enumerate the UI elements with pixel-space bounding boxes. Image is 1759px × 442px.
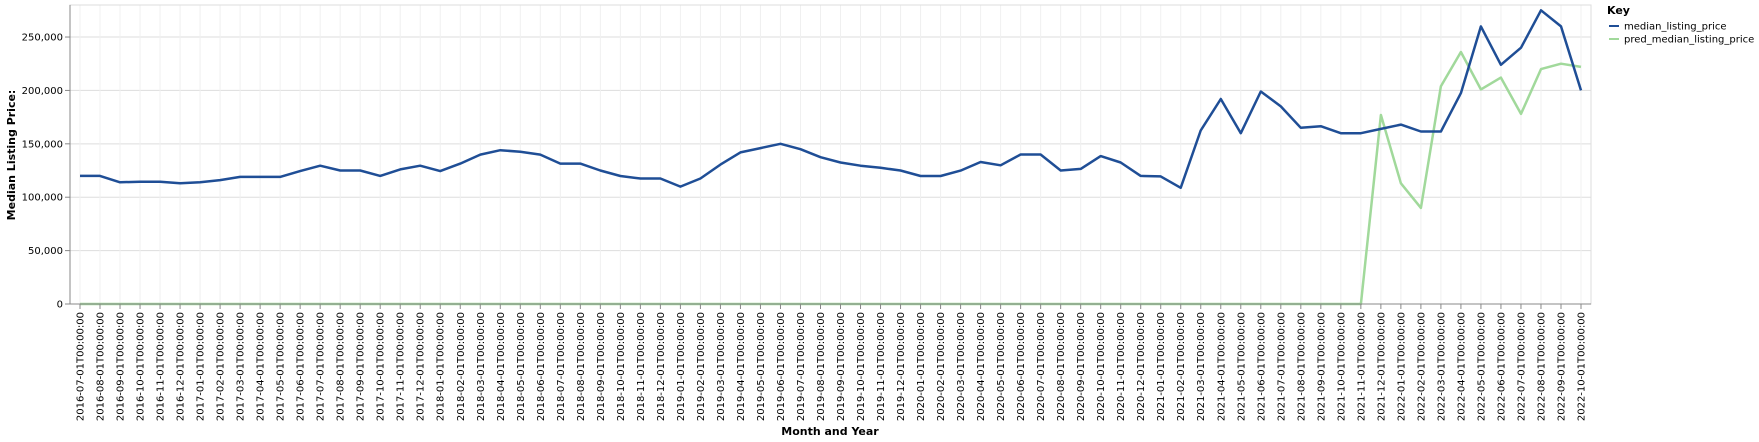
x-tick-label: 2019-09-01T00:00:00: [836, 312, 847, 421]
x-tick-label: 2016-12-01T00:00:00: [176, 312, 187, 421]
x-tick-label: 2019-12-01T00:00:00: [896, 312, 907, 421]
x-tick-label: 2020-05-01T00:00:00: [996, 312, 1007, 421]
x-tick-label: 2018-07-01T00:00:00: [556, 312, 567, 421]
x-tick-label: 2022-02-01T00:00:00: [1416, 312, 1427, 421]
x-tick-label: 2021-06-01T00:00:00: [1256, 312, 1267, 421]
x-tick-label: 2021-12-01T00:00:00: [1376, 312, 1387, 421]
x-tick-label: 2018-01-01T00:00:00: [436, 312, 447, 421]
x-tick-label: 2019-06-01T00:00:00: [776, 312, 787, 421]
grid-lines: [70, 5, 1591, 305]
series-lines: [80, 9, 1583, 306]
x-tick-label: 2017-03-01T00:00:00: [236, 312, 247, 421]
y-axis-title: Median Listing Price:: [5, 90, 18, 221]
x-tick-label: 2017-07-01T00:00:00: [316, 312, 327, 421]
x-tick-label: 2019-03-01T00:00:00: [716, 312, 727, 421]
x-tick-label: 2018-03-01T00:00:00: [476, 312, 487, 421]
x-tick-label: 2020-04-01T00:00:00: [976, 312, 987, 421]
x-tick-label: 2022-08-01T00:00:00: [1536, 312, 1547, 421]
x-tick-label: 2021-08-01T00:00:00: [1296, 312, 1307, 421]
x-tick-label: 2020-08-01T00:00:00: [1056, 312, 1067, 421]
y-axis-ticks: 0 50,000 100,000 150,000 200,000 250,000: [22, 33, 70, 311]
x-tick-label: 2021-01-01T00:00:00: [1156, 312, 1167, 421]
legend-title: Key: [1607, 4, 1630, 17]
x-tick-label: 2019-07-01T00:00:00: [796, 312, 807, 421]
x-tick-label: 2020-02-01T00:00:00: [936, 312, 947, 421]
axes: [69, 5, 1591, 305]
plot-frame: [69, 4, 1592, 305]
x-tick-label: 2018-11-01T00:00:00: [636, 312, 647, 421]
x-tick-label: 2017-01-01T00:00:00: [196, 312, 207, 421]
x-tick-label: 2021-11-01T00:00:00: [1356, 312, 1367, 421]
x-tick-label: 2020-01-01T00:00:00: [916, 312, 927, 421]
x-axis-ticks: 2016-07-01T00:00:00 2016-08-01T00:00:00 20…: [76, 304, 1588, 421]
x-tick-label: 2017-10-01T00:00:00: [376, 312, 387, 421]
y-tick-label: 0: [57, 300, 63, 311]
x-tick-label: 2017-12-01T00:00:00: [416, 312, 427, 421]
x-tick-label: 2021-05-01T00:00:00: [1236, 312, 1247, 421]
x-tick-label: 2016-09-01T00:00:00: [116, 312, 127, 421]
x-tick-label: 2016-11-01T00:00:00: [156, 312, 167, 421]
y-tick-label: 50,000: [28, 246, 63, 257]
x-tick-label: 2017-11-01T00:00:00: [396, 312, 407, 421]
y-tick-label: 150,000: [22, 139, 63, 150]
x-tick-label: 2021-10-01T00:00:00: [1336, 312, 1347, 421]
x-tick-label: 2019-10-01T00:00:00: [856, 312, 867, 421]
series-line-median-listing-price: [80, 9, 1583, 190]
x-tick-label: 2019-08-01T00:00:00: [816, 312, 827, 421]
series-line-pred-median-listing-price: [80, 50, 1582, 306]
x-tick-label: 2020-07-01T00:00:00: [1036, 312, 1047, 421]
x-tick-label: 2022-06-01T00:00:00: [1496, 312, 1507, 421]
x-tick-label: 2020-11-01T00:00:00: [1116, 312, 1127, 421]
x-tick-label: 2021-07-01T00:00:00: [1276, 312, 1287, 421]
x-axis-title: Month and Year: [781, 425, 879, 438]
x-tick-label: 2021-04-01T00:00:00: [1216, 312, 1227, 421]
x-tick-label: 2017-05-01T00:00:00: [276, 312, 287, 421]
x-tick-label: 2022-09-01T00:00:00: [1556, 312, 1567, 421]
x-tick-label: 2021-03-01T00:00:00: [1196, 312, 1207, 421]
x-tick-label: 2019-02-01T00:00:00: [696, 312, 707, 421]
y-tick-label: 200,000: [22, 86, 63, 97]
x-tick-label: 2016-07-01T00:00:00: [76, 312, 87, 421]
legend-items: median_listing_price pred_median_listing_…: [1609, 22, 1754, 46]
x-tick-label: 2022-01-01T00:00:00: [1396, 312, 1407, 421]
x-tick-label: 2018-09-01T00:00:00: [596, 312, 607, 421]
x-tick-label: 2018-06-01T00:00:00: [536, 312, 547, 421]
x-tick-label: 2017-04-01T00:00:00: [256, 312, 267, 421]
x-tick-label: 2021-02-01T00:00:00: [1176, 312, 1187, 421]
x-tick-label: 2017-02-01T00:00:00: [216, 312, 227, 421]
x-tick-label: 2021-09-01T00:00:00: [1316, 312, 1327, 421]
x-tick-label: 2017-06-01T00:00:00: [296, 312, 307, 421]
x-tick-label: 2022-07-01T00:00:00: [1516, 312, 1527, 421]
x-tick-label: 2020-12-01T00:00:00: [1136, 312, 1147, 421]
x-tick-label: 2022-05-01T00:00:00: [1476, 312, 1487, 421]
y-tick-label: 250,000: [22, 33, 63, 44]
x-tick-label: 2019-04-01T00:00:00: [736, 312, 747, 421]
x-tick-label: 2018-05-01T00:00:00: [516, 312, 527, 421]
x-tick-label: 2019-05-01T00:00:00: [756, 312, 767, 421]
x-tick-label: 2019-11-01T00:00:00: [876, 312, 887, 421]
x-tick-label: 2018-10-01T00:00:00: [616, 312, 627, 421]
x-tick-label: 2022-10-01T00:00:00: [1577, 312, 1588, 421]
x-tick-label: 2020-10-01T00:00:00: [1096, 312, 1107, 421]
x-tick-label: 2022-04-01T00:00:00: [1456, 312, 1467, 421]
y-tick-label: 100,000: [22, 193, 63, 204]
x-tick-label: 2020-03-01T00:00:00: [956, 312, 967, 421]
x-tick-label: 2018-08-01T00:00:00: [576, 312, 587, 421]
x-tick-label: 2017-09-01T00:00:00: [356, 312, 367, 421]
x-tick-label: 2022-03-01T00:00:00: [1436, 312, 1447, 421]
legend: Key median_listing_price pred_median_list…: [1607, 4, 1754, 46]
x-tick-label: 2020-09-01T00:00:00: [1076, 312, 1087, 421]
legend-label: pred_median_listing_price: [1624, 35, 1754, 46]
x-tick-label: 2018-02-01T00:00:00: [456, 312, 467, 421]
x-tick-label: 2018-04-01T00:00:00: [496, 312, 507, 421]
x-tick-label: 2016-10-01T00:00:00: [136, 312, 147, 421]
x-tick-label: 2020-06-01T00:00:00: [1016, 312, 1027, 421]
x-tick-label: 2017-08-01T00:00:00: [336, 312, 347, 421]
x-tick-label: 2018-12-01T00:00:00: [656, 312, 667, 421]
x-tick-label: 2016-08-01T00:00:00: [96, 312, 107, 421]
x-tick-label: 2019-01-01T00:00:00: [676, 312, 687, 421]
legend-label: median_listing_price: [1624, 22, 1727, 33]
